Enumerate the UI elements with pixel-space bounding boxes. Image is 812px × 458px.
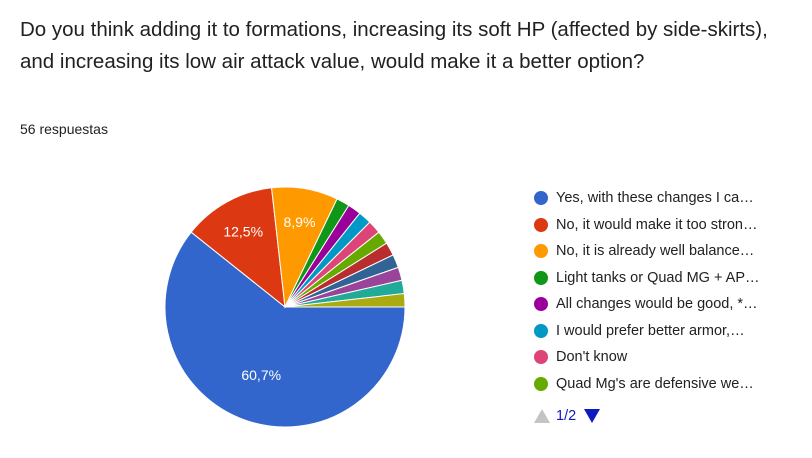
legend-swatch <box>534 191 548 206</box>
chart-legend: Yes, with these changes I ca… No, it woul… <box>534 185 760 397</box>
slice-percent-label: 8,9% <box>284 214 316 230</box>
legend-item: Don't know <box>534 344 760 371</box>
legend-item: All changes would be good, *… <box>534 291 760 318</box>
legend-item: I would prefer better armor,… <box>534 318 760 345</box>
legend-swatch <box>534 297 548 312</box>
response-count: 56 respuestas <box>20 121 108 137</box>
legend-label: Light tanks or Quad MG + AP… <box>556 269 760 286</box>
legend-swatch <box>534 376 548 391</box>
pie-slice <box>164 231 406 428</box>
slice-percent-label: 12,5% <box>223 223 263 239</box>
legend-item: No, it would make it too stron… <box>534 212 760 239</box>
legend-swatch <box>534 270 548 285</box>
pie-slice <box>284 293 406 308</box>
legend-swatch <box>534 217 548 232</box>
legend-label: Don't know <box>556 349 628 366</box>
legend-label: Quad Mg's are defensive we… <box>556 375 754 392</box>
legend-swatch <box>534 323 548 338</box>
legend-page-indicator: 1/2 <box>556 408 577 424</box>
legend-label: Yes, with these changes I ca… <box>556 190 754 207</box>
legend-item: Light tanks or Quad MG + AP… <box>534 265 760 292</box>
triangle-down-icon[interactable] <box>584 409 601 423</box>
legend-label: I would prefer better armor,… <box>556 322 745 339</box>
legend-pager: 1/2 <box>534 408 601 424</box>
legend-swatch <box>534 350 548 365</box>
pie-chart: 60,7% 12,5% 8,9% <box>164 186 406 428</box>
legend-item: Yes, with these changes I ca… <box>534 185 760 212</box>
legend-label: No, it is already well balance… <box>556 243 755 260</box>
triangle-up-icon[interactable] <box>534 409 550 423</box>
legend-label: All changes would be good, *… <box>556 296 758 313</box>
question-title: Do you think adding it to formations, in… <box>20 18 768 73</box>
legend-label: No, it would make it too stron… <box>556 216 758 233</box>
legend-item: No, it is already well balance… <box>534 238 760 265</box>
slice-percent-label: 60,7% <box>241 367 281 383</box>
pie-slice <box>190 187 286 309</box>
legend-item: Quad Mg's are defensive we… <box>534 371 760 398</box>
legend-swatch <box>534 244 548 259</box>
